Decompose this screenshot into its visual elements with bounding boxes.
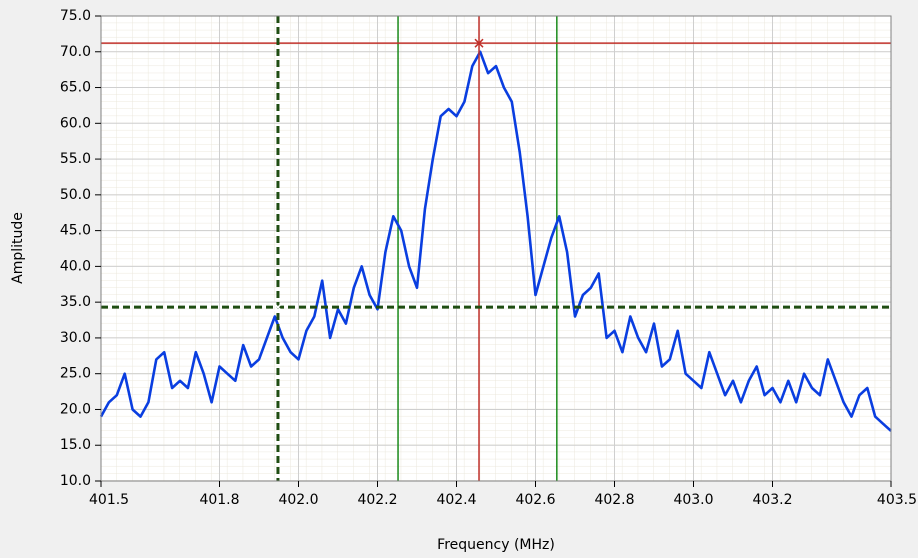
cursor-point	[273, 302, 283, 312]
plot-frame	[100, 15, 892, 482]
y-tick-label: 25.0	[60, 366, 91, 382]
x-tick-label: 402.2	[357, 492, 397, 508]
y-tick-label: 55.0	[60, 151, 91, 167]
x-tick-label: 401.8	[199, 492, 239, 508]
x-tick-label: 402.8	[594, 492, 634, 508]
cursor-point	[474, 38, 484, 48]
y-tick-label: 70.0	[60, 44, 91, 60]
x-tick-label: 403.5	[877, 492, 917, 508]
x-axis-title: Frequency (MHz)	[437, 537, 555, 553]
y-tick-label: 20.0	[60, 401, 91, 417]
y-tick-label: 15.0	[60, 437, 91, 453]
x-tick-label: 402.6	[515, 492, 555, 508]
y-tick-label: 65.0	[60, 80, 91, 96]
x-tick-label: 403.0	[673, 492, 713, 508]
x-tick-label: 402.0	[278, 492, 318, 508]
x-tick-label: 403.2	[752, 492, 792, 508]
series-line	[99, 50, 892, 432]
minor-grid	[101, 16, 891, 481]
y-tick-label: 45.0	[60, 223, 91, 239]
x-tick-label: 402.4	[436, 492, 476, 508]
y-tick-label: 50.0	[60, 187, 91, 203]
y-tick-label: 75.0	[60, 8, 91, 24]
x-tick-label: 401.5	[89, 492, 129, 508]
y-axis-title: Amplitude	[10, 212, 26, 284]
y-tick-label: 40.0	[60, 258, 91, 274]
y-tick-label: 30.0	[60, 330, 91, 346]
y-tick-label: 60.0	[60, 115, 91, 131]
y-tick-label: 35.0	[60, 294, 91, 310]
y-tick-label: 10.0	[60, 473, 91, 489]
